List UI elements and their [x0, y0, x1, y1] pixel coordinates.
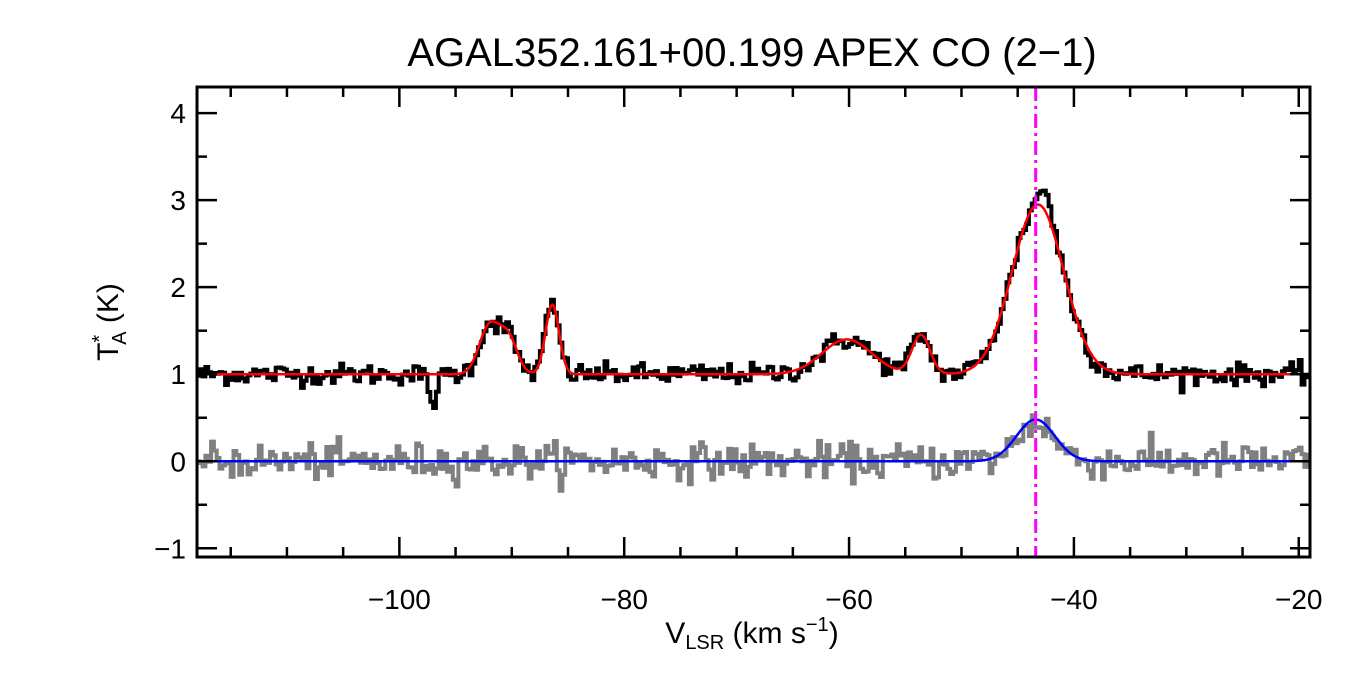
x-tick-label: −80	[600, 584, 648, 615]
y-tick-label: 4	[170, 98, 186, 129]
y-tick-label: −1	[154, 533, 186, 564]
tick-layer: −100 −80 −60 −40 −20 −1 0 1 2 3 4	[154, 87, 1323, 615]
y-tick-label: 3	[170, 185, 186, 216]
y-axis-label: T*A (K)	[89, 283, 131, 361]
y-tick-label: 2	[170, 272, 186, 303]
x-tick-label: −40	[1050, 584, 1098, 615]
y-tick-label: 0	[170, 446, 186, 477]
x-tick-label: −100	[368, 584, 431, 615]
x-tick-label: −60	[825, 584, 873, 615]
series-layer	[197, 188, 1310, 493]
residual-spectrum	[197, 413, 1310, 493]
y-tick-label: 1	[170, 359, 186, 390]
x-axis-label: VLSR (km s−1)	[665, 614, 838, 654]
co-gaussian-fit	[197, 203, 1310, 376]
chart-title: AGAL352.161+00.199 APEX CO (2−1)	[407, 31, 1096, 75]
residual-gaussian-fit	[197, 418, 1310, 463]
x-tick-label: −20	[1275, 584, 1323, 615]
plot-frame	[195, 85, 1312, 559]
